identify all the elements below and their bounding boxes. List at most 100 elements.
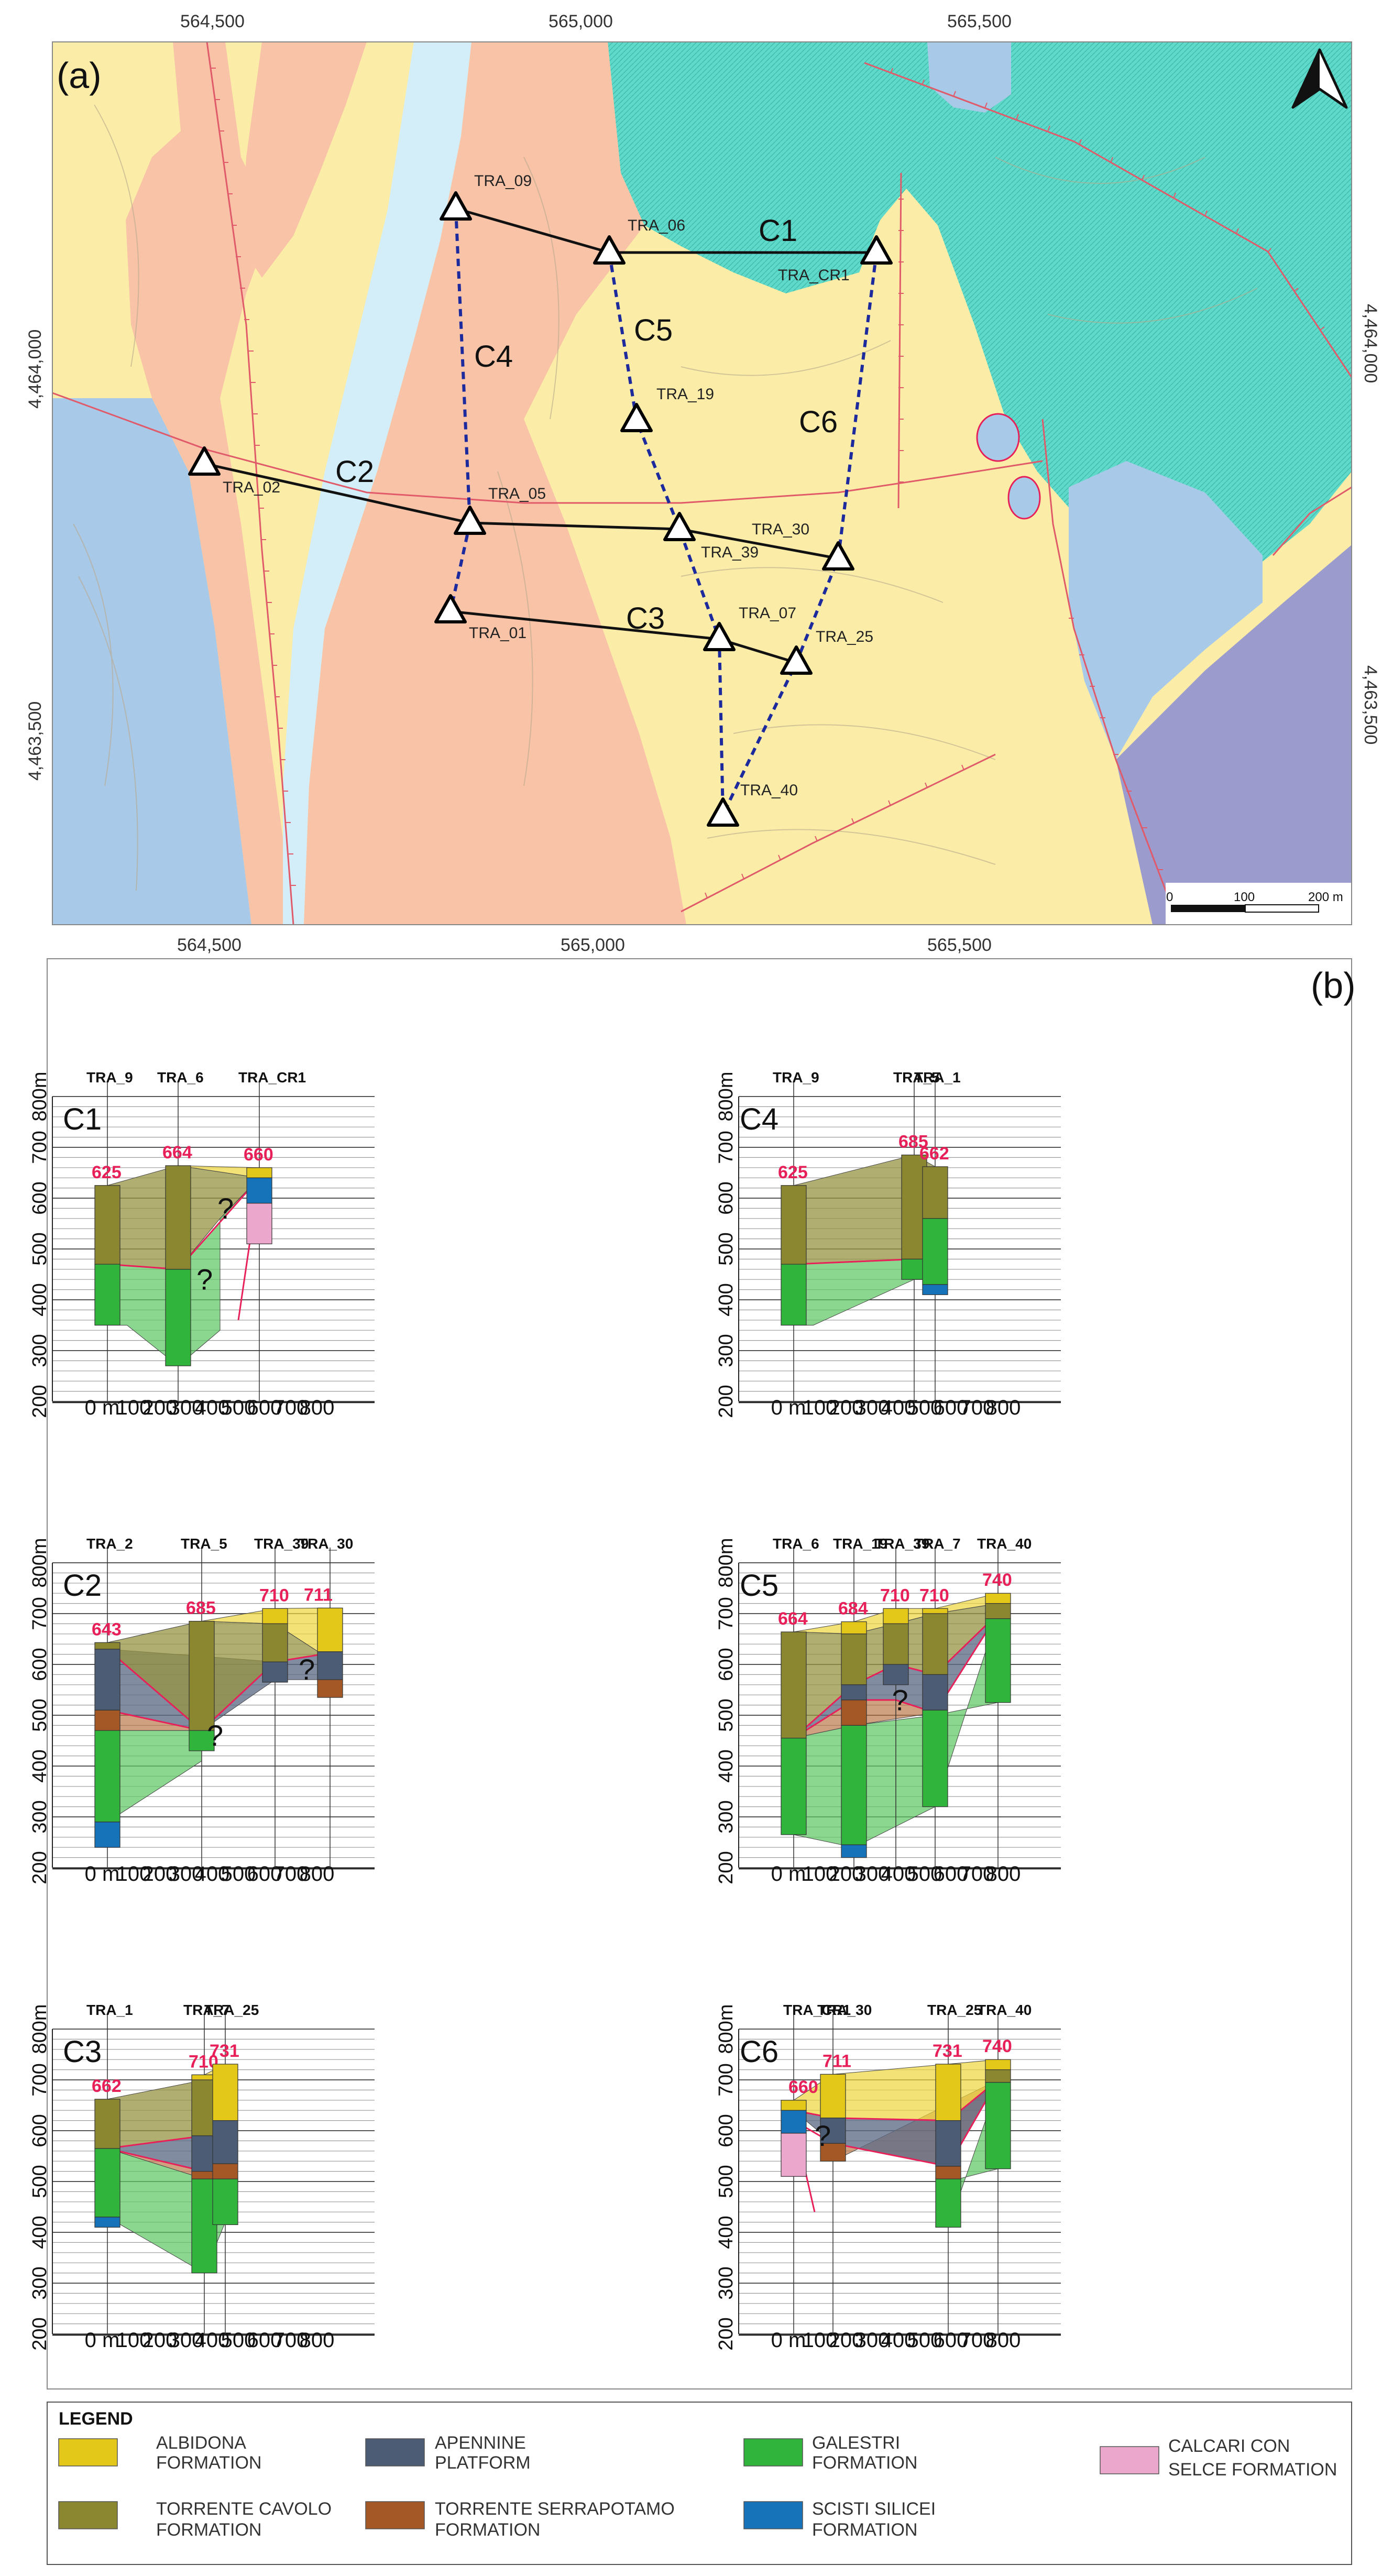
map-pond-1 bbox=[976, 413, 1020, 462]
y-tick-label: 800m bbox=[715, 1538, 737, 1587]
fault-lines bbox=[52, 42, 1352, 925]
trace-c6 bbox=[721, 252, 878, 816]
y-tick-label: 600 bbox=[29, 1181, 51, 1214]
formation-contact bbox=[793, 2079, 999, 2122]
x-tick-label: 500 bbox=[907, 1396, 942, 1419]
map-label-c4: C4 bbox=[474, 339, 513, 374]
well-elevation: 660 bbox=[788, 2077, 818, 2097]
y-tick-label: 200 bbox=[715, 1851, 737, 1884]
y-tick-label: 300 bbox=[29, 2266, 51, 2299]
y-tick-label: 700 bbox=[29, 1597, 51, 1630]
y-tick-label: 300 bbox=[29, 1800, 51, 1833]
formation-contact bbox=[107, 1648, 323, 1732]
x-tick-label: 300 bbox=[855, 2329, 890, 2352]
x-tick-label: 0 m bbox=[85, 2329, 120, 2352]
label-tracr1: TRA_CR1 bbox=[778, 267, 850, 284]
well-name: TRA_CR1 bbox=[238, 1069, 306, 1086]
legend-box bbox=[47, 2402, 1352, 2565]
well-layer-sci bbox=[841, 1844, 867, 1858]
x-tick-label: 700 bbox=[960, 2329, 995, 2352]
x-tick-label: 500 bbox=[221, 2329, 256, 2352]
well-layer-gal bbox=[985, 1618, 1011, 1703]
y-tick-label: 500 bbox=[715, 2165, 737, 2198]
x-tick-label: 500 bbox=[221, 1396, 256, 1419]
panel-b-label: (b) bbox=[1311, 965, 1356, 1006]
well-name: TRA_7 bbox=[914, 1536, 961, 1552]
legend-galestri-line2: FORMATION bbox=[812, 2453, 917, 2473]
x-tick-label: 600 bbox=[934, 1396, 969, 1419]
y-tick-label: 600 bbox=[29, 2114, 51, 2147]
trace-c5 bbox=[608, 252, 725, 815]
well-layer-ape bbox=[883, 1664, 909, 1685]
coord-bottom-3: 565,500 bbox=[927, 935, 992, 955]
well-layer-ser bbox=[820, 2143, 846, 2162]
label-tra02: TRA_02 bbox=[223, 479, 280, 496]
legend-calcari-line2: SELCE FORMATION bbox=[1168, 2460, 1337, 2480]
x-tick-label: 400 bbox=[195, 1862, 230, 1886]
map-region-cyan bbox=[608, 42, 1352, 582]
well-name: TRA_1 bbox=[914, 1069, 961, 1086]
station-labels: TRA_09 TRA_06 TRA_CR1 TRA_19 TRA_02 TRA_… bbox=[223, 172, 873, 799]
y-tick-label: 300 bbox=[715, 2266, 737, 2299]
well-layer-gal bbox=[781, 1738, 807, 1835]
section-title: C6 bbox=[740, 2035, 778, 2069]
x-tick-label: 400 bbox=[195, 2329, 230, 2352]
map-label-c5: C5 bbox=[634, 313, 673, 347]
well-elevation: 710 bbox=[880, 1585, 910, 1605]
well-name: TRA_6 bbox=[157, 1069, 204, 1086]
well-layer-ape bbox=[94, 1649, 120, 1711]
well-layer-cal bbox=[781, 2133, 807, 2177]
well-layer-alb bbox=[841, 1621, 867, 1635]
map-region-lightblue-left bbox=[52, 398, 251, 925]
y-tick-label: 500 bbox=[715, 1232, 737, 1265]
well-name: TRA_30 bbox=[817, 2002, 872, 2018]
y-tick-label: 200 bbox=[29, 2317, 51, 2350]
station-markers bbox=[188, 191, 893, 827]
coord-left-1: 4,464,000 bbox=[25, 330, 45, 409]
well-name: TRA_6 bbox=[773, 1536, 819, 1552]
x-tick-label: 100 bbox=[116, 1862, 151, 1886]
legend-apennine-line1: APENNINE bbox=[435, 2433, 526, 2453]
well-elevation: 664 bbox=[778, 1609, 808, 1629]
map-region-salmon-center bbox=[304, 42, 686, 925]
x-tick-label: 400 bbox=[881, 1396, 916, 1419]
geological-map: TRA_09 TRA_06 TRA_CR1 TRA_19 TRA_02 TRA_… bbox=[52, 42, 1352, 925]
uncertain-contact-mark: ? bbox=[207, 1719, 223, 1752]
well-name: TRA_25 bbox=[927, 2002, 982, 2018]
well-elevation: 625 bbox=[778, 1163, 808, 1182]
y-tick-label: 200 bbox=[715, 1385, 737, 1418]
map-label-c2: C2 bbox=[335, 455, 374, 489]
well-layer-alb bbox=[262, 1608, 288, 1625]
x-tick-label: 0 m bbox=[85, 1396, 120, 1419]
x-tick-label: 600 bbox=[934, 1862, 969, 1886]
x-tick-label: 700 bbox=[273, 1396, 309, 1419]
fault-ticks bbox=[211, 68, 1325, 907]
well-elevation: 662 bbox=[92, 2076, 122, 2096]
well-elevation: 711 bbox=[822, 2051, 851, 2071]
well-name: TRA_40 bbox=[977, 1536, 1032, 1552]
x-tick-label: 200 bbox=[829, 2329, 864, 2352]
well-name: TRA_40 bbox=[977, 2002, 1032, 2018]
trace-c2 bbox=[204, 462, 839, 560]
station-tra40-marker bbox=[707, 797, 739, 827]
well-layer-cav bbox=[94, 1185, 120, 1265]
legend-calcari-line1: CALCARI CON bbox=[1168, 2436, 1290, 2456]
well-layer-cav bbox=[985, 2069, 1011, 2083]
x-tick-label: 800 bbox=[986, 2329, 1021, 2352]
label-tra25: TRA_25 bbox=[816, 628, 873, 645]
y-tick-label: 200 bbox=[29, 1851, 51, 1884]
legend-serrapotamo-line2: FORMATION bbox=[435, 2520, 540, 2540]
well-elevation: 685 bbox=[186, 1598, 216, 1618]
y-tick-label: 600 bbox=[715, 2114, 737, 2147]
legend-item-serrapotamo: TORRENTE SERRAPOTAMO FORMATION bbox=[365, 2499, 675, 2540]
station-tracr1-marker bbox=[860, 235, 893, 265]
y-tick-label: 800m bbox=[715, 2004, 737, 2054]
well-name: TRA_9 bbox=[773, 1069, 819, 1086]
well-layer-sci bbox=[781, 2110, 807, 2134]
scale-label-100: 100 bbox=[1234, 890, 1255, 904]
legend-albidona-line1: ALBIDONA bbox=[156, 2433, 246, 2453]
well-name: TRA_1 bbox=[86, 2002, 133, 2018]
well-name: TRA_CR1 bbox=[783, 2002, 851, 2018]
well-layer-alb bbox=[883, 1608, 909, 1625]
